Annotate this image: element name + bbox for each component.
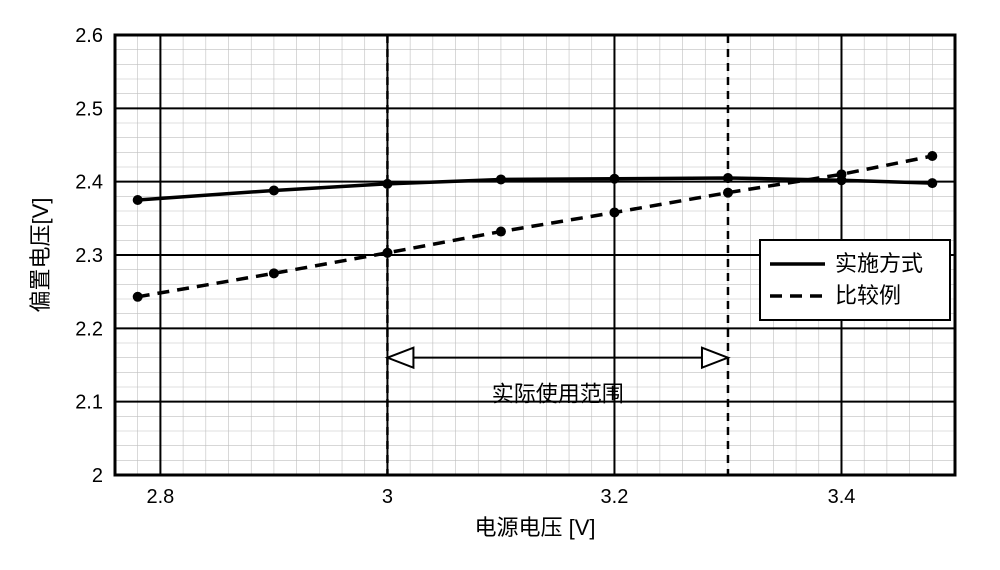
range-label: 实际使用范围: [492, 382, 624, 407]
series-marker: [382, 179, 392, 189]
y-tick-label: 2.2: [75, 318, 103, 340]
y-tick-label: 2.4: [75, 172, 103, 194]
x-tick-label: 3.4: [828, 486, 856, 508]
series-marker: [496, 227, 506, 237]
series-marker: [269, 268, 279, 278]
series-marker: [133, 292, 143, 302]
x-axis-label: 电源电压 [V]: [474, 515, 595, 540]
series-marker: [382, 248, 392, 258]
series-marker: [723, 173, 733, 183]
x-tick-label: 3.2: [601, 486, 629, 508]
y-tick-label: 2.3: [75, 245, 103, 267]
series-marker: [133, 195, 143, 205]
x-tick-label: 2.8: [146, 486, 174, 508]
legend-label: 实施方式: [835, 251, 923, 276]
legend-label: 比较例: [835, 283, 901, 308]
chart-container: 2.8 3 3.2 3.4 2 2.1 2.2 2.3 2.4 2.5 2.6 实际使用范围 实施方式比…: [20, 20, 980, 550]
y-tick-label: 2.1: [75, 392, 103, 414]
series-marker: [836, 169, 846, 179]
series-marker: [927, 178, 937, 188]
y-tick-label: 2.5: [75, 98, 103, 120]
series-marker: [269, 185, 279, 195]
x-tick-label: 3: [382, 486, 393, 508]
y-axis-label: 偏置电压[V]: [28, 198, 53, 313]
series-marker: [496, 174, 506, 184]
series-marker: [609, 174, 619, 184]
series-marker: [609, 207, 619, 217]
series-marker: [927, 151, 937, 161]
line-chart: 2.8 3 3.2 3.4 2 2.1 2.2 2.3 2.4 2.5 2.6 实际使用范围 实施方式比…: [20, 20, 980, 550]
y-tick-label: 2: [92, 465, 103, 487]
y-tick-label: 2.6: [75, 25, 103, 47]
series-marker: [723, 188, 733, 198]
